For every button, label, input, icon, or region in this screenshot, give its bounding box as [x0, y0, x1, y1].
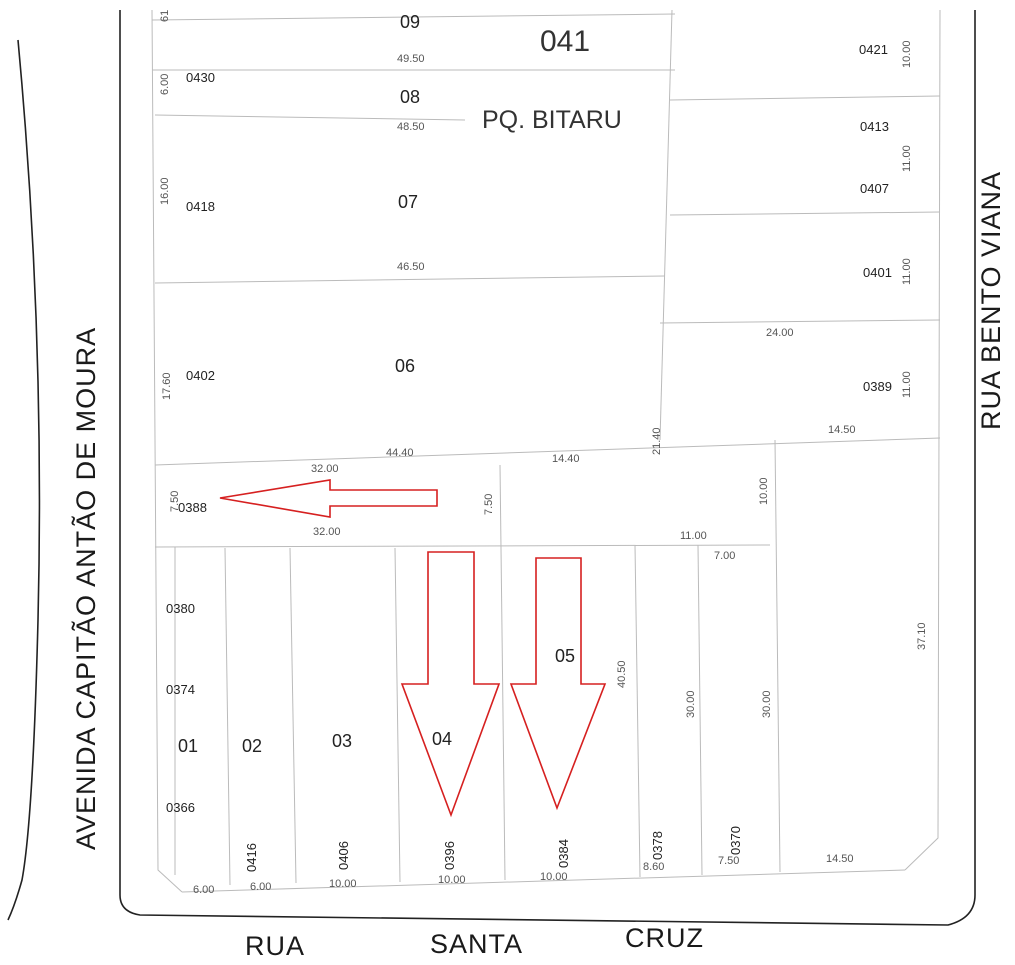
boundary	[659, 319, 941, 324]
address-number: 0406	[336, 841, 351, 870]
lot-number: 06	[395, 356, 415, 376]
address-number: 0378	[650, 831, 665, 860]
address-number: 0374	[166, 682, 195, 697]
dimension: 17.60	[161, 372, 173, 400]
inner-right-edge	[904, 9, 941, 871]
dimension: 11.00	[901, 145, 913, 172]
dimension: 11.00	[680, 530, 707, 542]
inner-left-edge	[151, 9, 183, 893]
dimension: 40.50	[616, 660, 628, 688]
boundary	[669, 95, 941, 101]
dimension: 37.10	[916, 622, 928, 650]
block-outline	[119, 10, 976, 926]
dimension: 10.00	[438, 874, 466, 886]
dimension: 6.00	[250, 881, 271, 893]
dimension: 8.60	[643, 861, 664, 873]
down-arrow-lot-05	[509, 557, 607, 811]
address-number: 0388	[178, 500, 207, 515]
dimension: 14.40	[552, 453, 580, 465]
boundary	[659, 9, 673, 441]
dimension: 7.00	[714, 550, 735, 562]
boundary	[499, 464, 506, 881]
avenida-street-label: AVENIDA CAPITÃO ANTÃO DE MOURA	[70, 327, 101, 850]
address-number: 0380	[166, 601, 195, 616]
address-number: 0407	[860, 181, 889, 196]
dimension: 30.00	[761, 690, 773, 718]
dimension: 46.50	[397, 261, 425, 273]
address-number: 0366	[166, 800, 195, 815]
santa-label: SANTA	[430, 929, 523, 959]
address-number: 0413	[860, 119, 889, 134]
dimension: 6.00	[159, 74, 171, 95]
boundary	[634, 544, 641, 878]
boundary	[154, 275, 666, 284]
dimension: 10.00	[540, 871, 568, 883]
dimension: 32.00	[311, 463, 339, 475]
dimension: 6.00	[193, 884, 214, 896]
lot-number: 08	[400, 87, 420, 107]
block-number: 041	[540, 25, 590, 58]
lot-number: 02	[242, 736, 262, 756]
boundary	[154, 437, 941, 466]
boundary	[394, 547, 401, 883]
dimension: 10.00	[329, 878, 357, 890]
dimension: 11.00	[901, 258, 913, 285]
left-arrow	[219, 479, 438, 518]
dimension: 30.00	[685, 690, 697, 718]
address-number: 0370	[728, 826, 743, 855]
dimension: 11.00	[901, 371, 913, 398]
dimension: 7.50	[483, 494, 495, 515]
address-number: 0418	[186, 199, 215, 214]
dimension: 49.50	[397, 53, 425, 65]
dimension: 61	[159, 10, 171, 22]
address-number: 0421	[859, 42, 888, 57]
boundary	[669, 211, 941, 216]
lot-number: 09	[400, 12, 420, 32]
boundary	[289, 547, 297, 884]
address-number: 0401	[863, 265, 892, 280]
boundary	[154, 544, 771, 548]
dimension: 14.50	[826, 853, 854, 865]
dimension: 16.00	[159, 177, 171, 205]
address-number: 0402	[186, 368, 215, 383]
lot-number: 01	[178, 736, 198, 756]
inner-bottom-edge	[181, 869, 906, 893]
dimension: 10.00	[901, 40, 913, 68]
lot-number: 03	[332, 731, 352, 751]
address-number: 0384	[556, 839, 571, 868]
block-name: PQ. BITARU	[482, 106, 622, 134]
boundary	[154, 114, 466, 121]
address-number: 0396	[442, 841, 457, 870]
boundary	[224, 547, 231, 886]
dimension: 10.00	[758, 477, 770, 505]
dimension: 14.50	[828, 424, 856, 436]
lot-number: 05	[555, 646, 575, 666]
rua-label: RUA	[245, 931, 305, 961]
address-number: 0416	[244, 843, 259, 872]
dimension: 7.50	[169, 491, 181, 512]
dimension: 21.40	[651, 427, 663, 455]
boundary	[774, 439, 781, 873]
boundary	[151, 13, 676, 21]
down-arrow-lot-04	[400, 551, 501, 818]
dimension: 48.50	[397, 121, 425, 133]
left-road-edge	[7, 39, 41, 921]
cruz-label: CRUZ	[625, 923, 704, 953]
address-number: 0389	[863, 379, 892, 394]
lot-number: 07	[398, 192, 418, 212]
dimension: 7.50	[718, 855, 739, 867]
boundary	[697, 544, 703, 876]
lot-number: 04	[432, 729, 452, 749]
dimension: 44.40	[386, 447, 414, 459]
dimension: 24.00	[766, 327, 794, 339]
rua-bento-street-label: RUA BENTO VIANA	[976, 171, 1006, 430]
address-number: 0430	[186, 70, 215, 85]
dimension: 32.00	[313, 526, 341, 538]
